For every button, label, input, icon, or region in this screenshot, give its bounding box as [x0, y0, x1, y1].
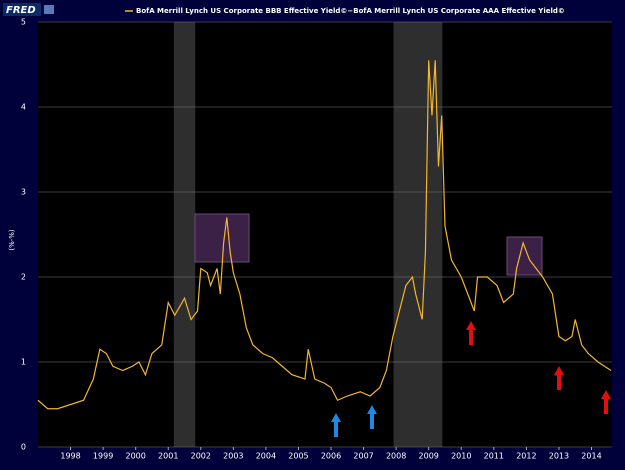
x-tick-label: 2009	[419, 452, 439, 461]
y-axis-label: (%-%)	[8, 229, 16, 251]
logo-box	[3, 3, 41, 16]
x-tick-label: 2007	[353, 452, 373, 461]
arrow	[367, 405, 377, 429]
y-tick-label: 3	[21, 188, 26, 197]
x-tick-label: 2014	[581, 452, 601, 461]
recession-band	[393, 22, 443, 447]
x-tick-label: 2003	[223, 452, 243, 461]
series-line	[37, 60, 612, 410]
x-tick-label: 1999	[93, 452, 113, 461]
x-tick-label: 2004	[256, 452, 276, 461]
x-tick-label: 2013	[549, 452, 569, 461]
plot-area	[38, 22, 612, 447]
y-tick-label: 4	[21, 103, 26, 112]
arrow	[331, 413, 341, 437]
x-tick-label: 2002	[191, 452, 211, 461]
arrow	[554, 366, 564, 390]
arrow	[601, 390, 611, 414]
x-tick-label: 2001	[158, 452, 178, 461]
x-tick-label: 2005	[288, 452, 308, 461]
x-tick-label: 2006	[321, 452, 341, 461]
recession-band	[173, 22, 196, 447]
y-tick-label: 0	[21, 443, 26, 452]
x-tick-label: 2008	[386, 452, 406, 461]
x-tick-label: 1998	[60, 452, 80, 461]
x-tick-label: 2012	[516, 452, 536, 461]
y-tick-label: 5	[21, 18, 26, 27]
x-tick-label: 2010	[451, 452, 471, 461]
x-tick-label: 2000	[125, 452, 145, 461]
y-tick-label: 1	[21, 358, 26, 367]
y-tick-label: 2	[21, 273, 26, 282]
logo-icon	[44, 5, 54, 14]
arrow	[466, 321, 476, 345]
legend-label: BofA Merrill Lynch US Corporate BBB Effe…	[136, 7, 565, 15]
x-tick-label: 2011	[484, 452, 504, 461]
highlight-box	[194, 213, 250, 263]
logo: FRED	[6, 5, 36, 16]
